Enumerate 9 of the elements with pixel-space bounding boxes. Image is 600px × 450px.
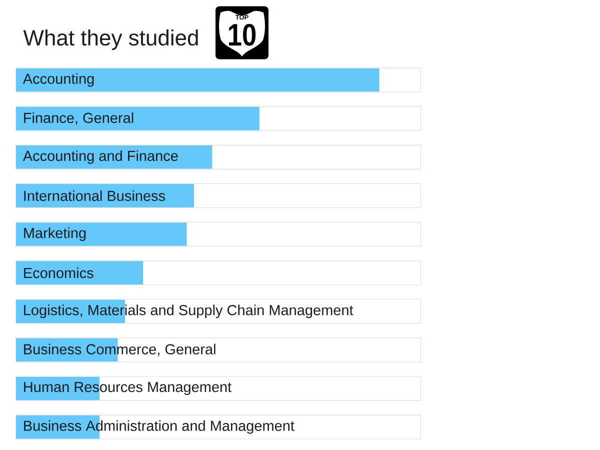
y-tick-label: Marketing [24,227,86,242]
bar [16,261,144,284]
y-tick-label: Economics [24,267,94,278]
y-tick-label: International Business [24,190,166,202]
text: 10 [229,24,256,46]
chart-title: What they studied [23,29,198,50]
y-tick-label: Accounting [22,73,94,87]
y-tick-label: Accounting and Finance [22,150,178,164]
y-tick-label: Finance, General [24,112,134,125]
